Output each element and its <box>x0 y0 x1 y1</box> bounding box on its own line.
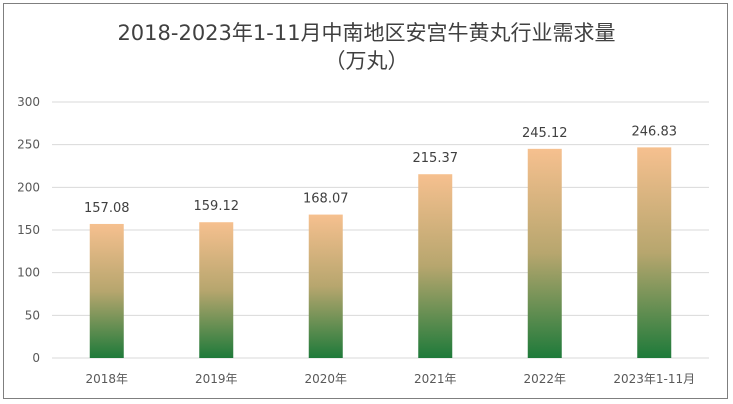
bar <box>527 148 562 358</box>
x-tick-label: 2023年1-11月 <box>613 372 695 386</box>
data-labels: 157.08 159.12 168.07 215.37 245.12 246.83 <box>84 124 677 216</box>
x-tick-label: 2018年 <box>85 372 128 386</box>
y-tick-label: 250 <box>17 138 40 152</box>
x-tick-label: 2022年 <box>523 372 566 386</box>
bar <box>637 147 672 358</box>
chart-title-line2: （万丸） <box>324 49 409 73</box>
x-axis: 2018年 2019年 2020年 2021年 2022年 2023年1-11月 <box>85 372 695 386</box>
x-tick-label: 2021年 <box>414 372 457 386</box>
data-label: 246.83 <box>632 124 678 139</box>
y-tick-label: 100 <box>17 266 40 280</box>
bar <box>418 174 453 358</box>
y-tick-label: 150 <box>17 223 40 237</box>
chart-title: 2018-2023年1-11月中南地区安宫牛黄丸行业需求量 （万丸） <box>0 19 733 75</box>
bar <box>308 214 343 358</box>
y-tick-label: 0 <box>32 351 40 365</box>
data-label: 245.12 <box>522 126 568 141</box>
y-tick-label: 200 <box>17 180 40 194</box>
data-label: 157.08 <box>84 201 130 216</box>
data-label: 159.12 <box>194 199 240 214</box>
y-axis: 0 50 100 150 200 250 300 <box>17 95 40 365</box>
chart-frame <box>3 3 728 399</box>
x-tick-label: 2019年 <box>195 372 238 386</box>
data-label: 215.37 <box>413 151 459 166</box>
data-label: 168.07 <box>303 192 349 207</box>
bars <box>89 147 672 358</box>
x-tick-label: 2020年 <box>304 372 347 386</box>
y-tick-label: 300 <box>17 95 40 109</box>
bar <box>89 223 124 358</box>
bar <box>199 222 234 358</box>
y-tick-label: 50 <box>25 308 40 322</box>
gridlines <box>52 101 709 359</box>
chart-title-line1: 2018-2023年1-11月中南地区安宫牛黄丸行业需求量 <box>117 21 616 45</box>
